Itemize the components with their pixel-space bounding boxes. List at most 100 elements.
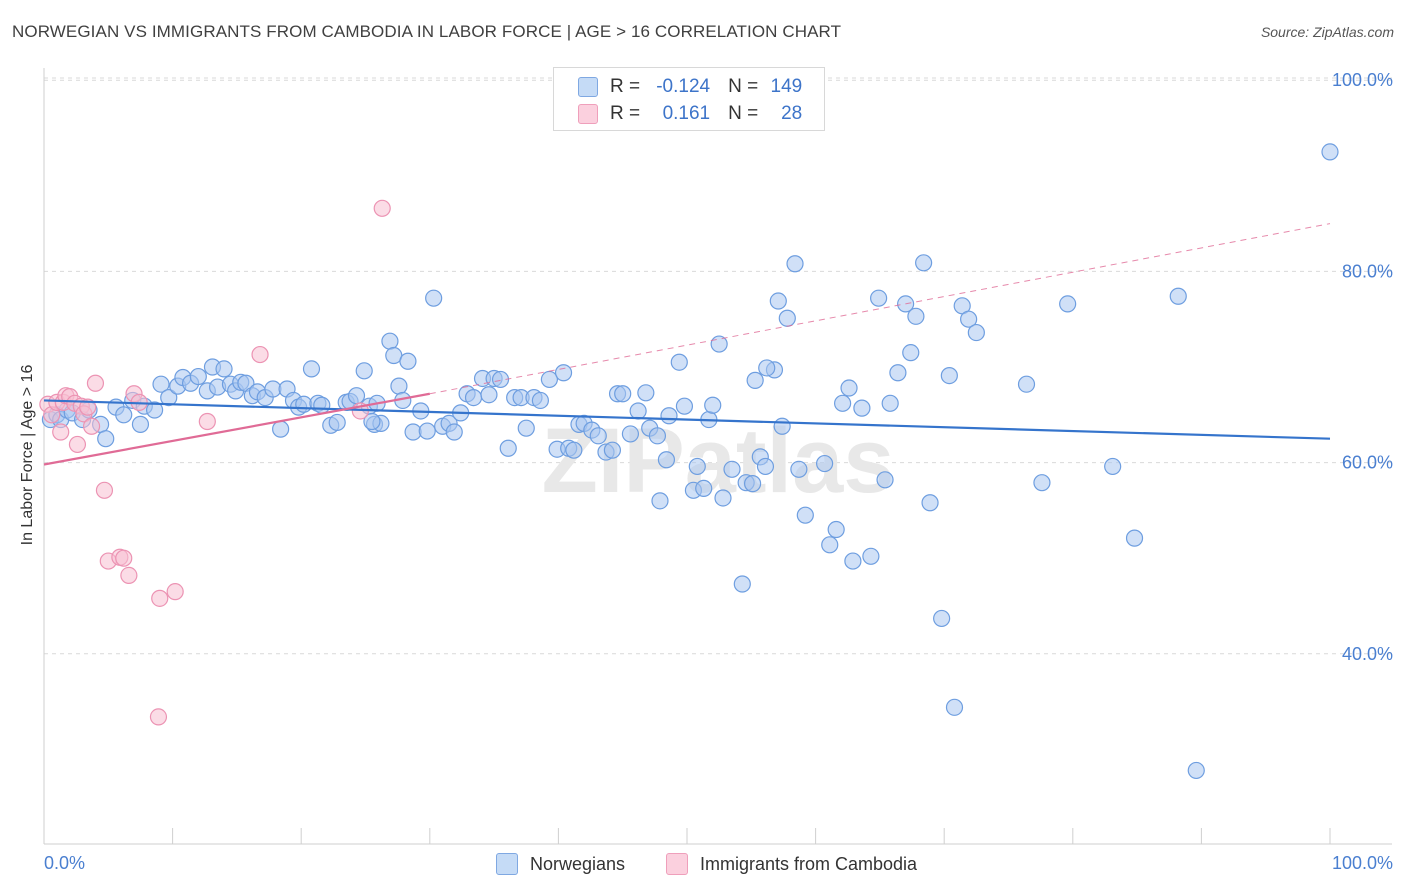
- cambodia-point: [149, 708, 168, 726]
- x-tick-label: 100.0%: [1332, 853, 1393, 873]
- norwegians-point: [302, 360, 321, 378]
- norwegians-point: [565, 441, 583, 459]
- norwegians-point: [670, 353, 688, 371]
- cambodia-point: [86, 374, 105, 392]
- norwegians-point: [796, 506, 814, 524]
- cambodia-point: [166, 583, 184, 601]
- norwegians-point: [418, 422, 436, 440]
- norwegians-point: [816, 454, 834, 473]
- norwegians-point: [145, 401, 164, 419]
- cambodia-point: [79, 398, 97, 416]
- legend-swatch-pink: [578, 104, 598, 124]
- cambodia-point: [120, 566, 138, 585]
- norwegians-point: [756, 457, 775, 476]
- norwegians-point: [723, 460, 741, 478]
- tick-labels: 40.0% 60.0% 80.0% 100.0% 0.0% 100.0%: [44, 70, 1393, 873]
- series-legend: Norwegians Immigrants from Cambodia: [0, 850, 1406, 880]
- axes: [43, 68, 1392, 845]
- cambodia-point: [198, 412, 216, 431]
- norwegians-point: [554, 364, 573, 382]
- cambodia-point: [251, 345, 269, 364]
- norwegians-point: [215, 360, 233, 378]
- norwegians-point: [827, 520, 845, 539]
- norwegians-point: [940, 367, 958, 385]
- norwegians-point: [355, 362, 373, 380]
- norwegians-point: [1104, 457, 1122, 476]
- norwegians-point: [876, 471, 894, 489]
- norwegians-point: [862, 547, 880, 565]
- norwegians-point: [695, 479, 713, 498]
- norwegians-point: [445, 423, 463, 441]
- norwegians-point: [480, 386, 498, 404]
- norwegians-point: [152, 375, 170, 393]
- y-tick-label: 80.0%: [1342, 261, 1393, 281]
- norwegians-point: [889, 364, 907, 382]
- cambodia-point: [373, 199, 391, 217]
- norwegians-point: [840, 379, 858, 397]
- norwegians-point: [688, 457, 706, 476]
- cambodia-point: [52, 423, 70, 441]
- legend-row-cambodia: R = 0.161 N = 28: [578, 101, 802, 127]
- legend-swatch-blue: [578, 77, 598, 97]
- norwegians-point: [272, 420, 290, 438]
- norwegians-point: [933, 609, 951, 628]
- norwegians-point: [907, 307, 925, 325]
- norwegians-point: [844, 552, 862, 570]
- norwegians-point: [603, 441, 622, 459]
- norwegians-point: [967, 323, 985, 342]
- cambodia-point: [68, 435, 87, 454]
- legend-swatch-blue: [496, 853, 518, 875]
- norwegians-point: [651, 492, 669, 510]
- norwegians-point: [381, 332, 399, 350]
- n-value-norwegians: 149: [770, 76, 803, 97]
- cambodia-trendline-extension: [429, 223, 1331, 395]
- norwegians-point: [657, 451, 676, 469]
- norwegians-point: [834, 394, 852, 412]
- norwegians-point: [614, 385, 632, 403]
- norwegians-point: [425, 289, 443, 307]
- norwegians-point: [1059, 295, 1077, 313]
- legend-item-cambodia[interactable]: Immigrants from Cambodia: [666, 850, 917, 878]
- norwegians-point: [743, 475, 762, 493]
- norwegians-point: [675, 397, 694, 415]
- norwegians-point: [531, 391, 549, 410]
- norwegians-point: [960, 310, 978, 328]
- norwegians-point: [786, 255, 804, 273]
- norwegians-point: [160, 388, 178, 407]
- legend-item-norwegians[interactable]: Norwegians: [496, 850, 625, 878]
- cambodia-point: [151, 589, 169, 607]
- x-tick-label: 0.0%: [44, 853, 85, 873]
- chart-title: NORWEGIAN VS IMMIGRANTS FROM CAMBODIA IN…: [12, 22, 842, 41]
- norwegians-point: [464, 388, 483, 407]
- r-label: R =: [610, 103, 641, 124]
- norwegians-point: [881, 394, 899, 412]
- norwegians-point: [1321, 143, 1339, 161]
- norwegians-point: [637, 384, 655, 402]
- grid-lines: [44, 77, 1392, 655]
- norwegians-point: [704, 396, 722, 414]
- n-value-cambodia: 28: [781, 103, 803, 124]
- norwegians-point: [115, 406, 133, 424]
- n-label: N =: [728, 76, 759, 97]
- norwegians-point: [589, 427, 607, 445]
- norwegians-point: [945, 698, 964, 716]
- norwegians-point: [733, 575, 751, 593]
- norwegians-point: [1033, 474, 1051, 492]
- norwegians-trendline: [43, 399, 1331, 440]
- correlation-legend: R = -0.124 N = 149 R = 0.161 N = 28: [553, 67, 825, 131]
- norwegians-point: [648, 427, 667, 445]
- y-tick-label: 60.0%: [1342, 453, 1393, 473]
- norwegians-point: [363, 412, 381, 431]
- r-value-norwegians: -0.124: [656, 76, 711, 97]
- trend-lines: [43, 223, 1331, 466]
- cambodia-point: [95, 481, 114, 499]
- norwegians-point: [660, 407, 678, 425]
- norwegians-point: [821, 536, 839, 554]
- cambodia-point: [82, 417, 101, 435]
- norwegians-point: [629, 402, 647, 420]
- legend-swatch-pink: [666, 853, 688, 875]
- norwegians-point: [491, 370, 510, 389]
- cambodia-point: [115, 549, 133, 567]
- norwegians-point: [773, 417, 791, 435]
